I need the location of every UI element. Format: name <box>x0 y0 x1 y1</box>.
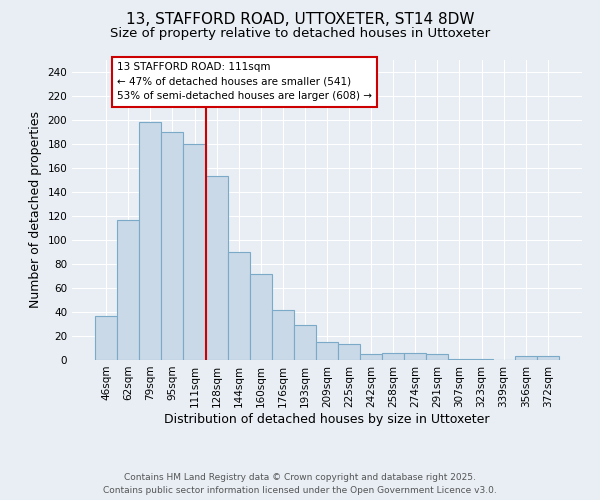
Bar <box>382 353 404 360</box>
Bar <box>448 359 470 360</box>
Y-axis label: Number of detached properties: Number of detached properties <box>29 112 42 308</box>
Bar <box>95 316 117 360</box>
Text: 13 STAFFORD ROAD: 111sqm
← 47% of detached houses are smaller (541)
53% of semi-: 13 STAFFORD ROAD: 111sqm ← 47% of detach… <box>117 62 372 102</box>
Text: Contains HM Land Registry data © Crown copyright and database right 2025.
Contai: Contains HM Land Registry data © Crown c… <box>103 474 497 495</box>
Text: Size of property relative to detached houses in Uttoxeter: Size of property relative to detached ho… <box>110 28 490 40</box>
Bar <box>250 274 272 360</box>
Bar <box>427 354 448 360</box>
Bar <box>272 310 294 360</box>
Bar <box>360 354 382 360</box>
Text: 13, STAFFORD ROAD, UTTOXETER, ST14 8DW: 13, STAFFORD ROAD, UTTOXETER, ST14 8DW <box>126 12 474 28</box>
Bar <box>139 122 161 360</box>
Bar <box>515 356 537 360</box>
Bar <box>227 252 250 360</box>
Bar <box>206 176 227 360</box>
Bar <box>404 353 427 360</box>
Bar <box>338 344 360 360</box>
Bar <box>161 132 184 360</box>
Bar <box>537 356 559 360</box>
Bar <box>316 342 338 360</box>
Bar <box>294 325 316 360</box>
Bar <box>184 144 206 360</box>
Bar <box>117 220 139 360</box>
X-axis label: Distribution of detached houses by size in Uttoxeter: Distribution of detached houses by size … <box>164 412 490 426</box>
Bar <box>470 359 493 360</box>
